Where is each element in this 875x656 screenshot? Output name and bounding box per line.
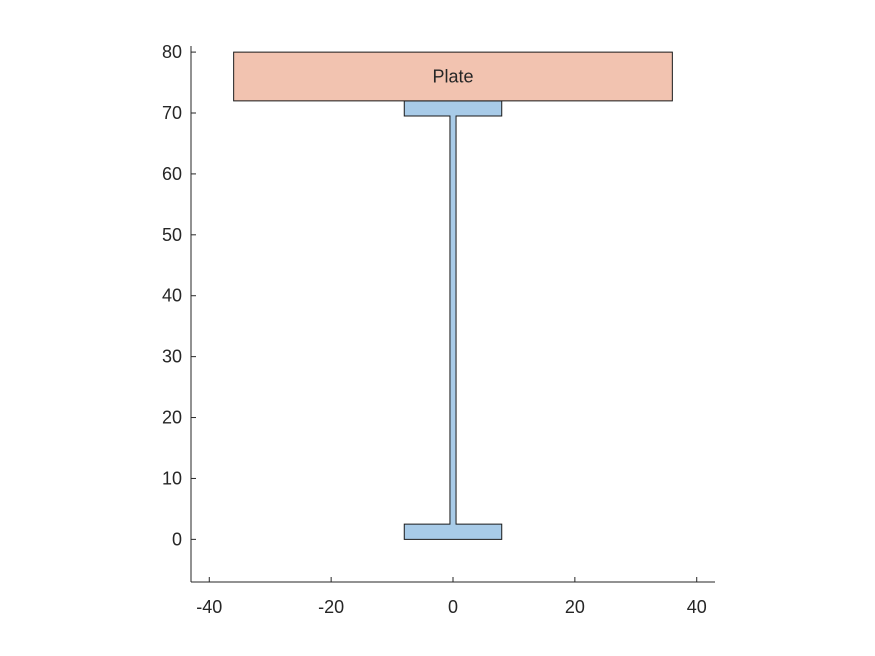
y-tick-label: 20 [162,408,182,428]
x-tick-label: -40 [196,597,222,617]
y-tick-label: 60 [162,164,182,184]
shapes-layer: Plate [233,51,673,540]
x-tick-label: 20 [565,597,585,617]
x-tick-label: 0 [448,597,458,617]
axes-layer: -40 -20 0 20 40 0 10 20 30 40 50 60 70 80 [162,42,715,617]
y-tick-label: 50 [162,225,182,245]
plate-shape [233,51,673,102]
y-tick-label: 30 [162,347,182,367]
y-tick-label: 40 [162,286,182,306]
i-beam-shape [403,100,503,540]
plate-label: Plate [432,66,473,86]
x-tick-label: -20 [318,597,344,617]
y-tick-label: 10 [162,468,182,488]
x-tick-label: 40 [687,597,707,617]
y-tick-label: 70 [162,103,182,123]
y-tick-label: 80 [162,42,182,62]
y-tick-label: 0 [172,529,182,549]
